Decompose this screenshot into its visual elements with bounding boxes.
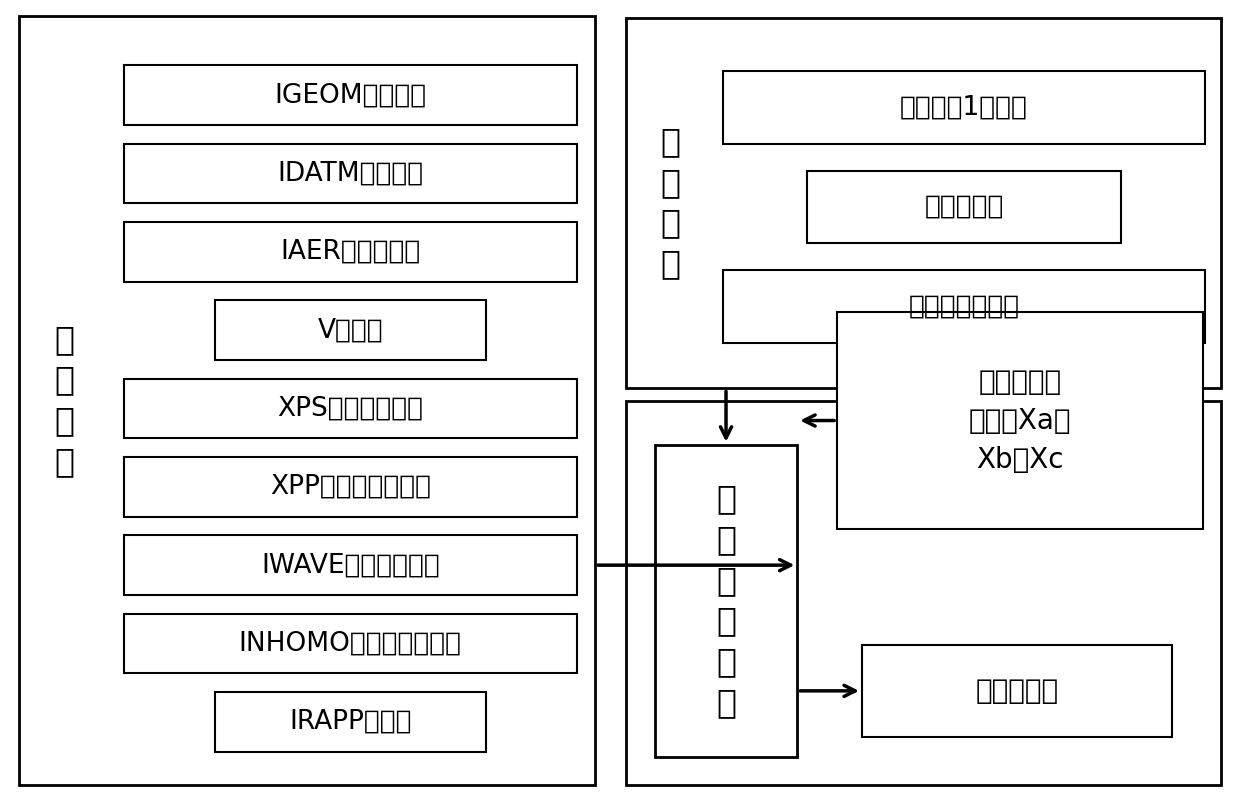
Text: 输
入
参
数: 输 入 参 数 — [55, 323, 74, 478]
Bar — [124, 535, 577, 595]
Text: V能见度: V能见度 — [317, 317, 383, 343]
Bar — [124, 66, 577, 125]
Text: 遥感卫星1级数据: 遥感卫星1级数据 — [900, 95, 1028, 120]
Text: XPP传感器海拔高度: XPP传感器海拔高度 — [270, 474, 430, 500]
Text: 输
入
数
据: 输 入 数 据 — [661, 125, 681, 280]
Bar — [862, 645, 1172, 737]
Bar — [124, 457, 577, 517]
Bar — [655, 445, 797, 757]
Bar — [124, 144, 577, 203]
Text: XPS目标海拔高度: XPS目标海拔高度 — [278, 396, 423, 421]
Text: INHOMO地表异质性参数: INHOMO地表异质性参数 — [239, 630, 461, 657]
Text: 传感器公开参数: 传感器公开参数 — [909, 294, 1019, 320]
Text: 大
气
校
正
模
型: 大 气 校 正 模 型 — [715, 482, 737, 719]
Bar — [807, 171, 1121, 244]
Text: 元数据文件: 元数据文件 — [924, 194, 1004, 220]
Bar — [19, 16, 595, 785]
Text: IGEOM几何参数: IGEOM几何参数 — [274, 83, 427, 108]
Bar — [124, 614, 577, 673]
Bar — [723, 270, 1205, 343]
Bar — [215, 692, 486, 751]
Text: 地表反射率: 地表反射率 — [975, 677, 1059, 705]
Text: IDATM气候类型: IDATM气候类型 — [278, 160, 423, 187]
Bar — [124, 379, 577, 438]
Text: IAER气溶胶类型: IAER气溶胶类型 — [280, 239, 420, 265]
Text: IRAPP反射率: IRAPP反射率 — [289, 709, 412, 735]
Bar — [723, 71, 1205, 144]
Bar — [837, 312, 1203, 529]
Bar — [215, 300, 486, 360]
Bar — [124, 222, 577, 282]
Text: IWAVE波谱响应函数: IWAVE波谱响应函数 — [260, 552, 440, 578]
Bar — [626, 18, 1221, 388]
Bar — [626, 400, 1221, 785]
Text: 大气校正模
型系数Xa、
Xb、Xc: 大气校正模 型系数Xa、 Xb、Xc — [968, 368, 1071, 473]
